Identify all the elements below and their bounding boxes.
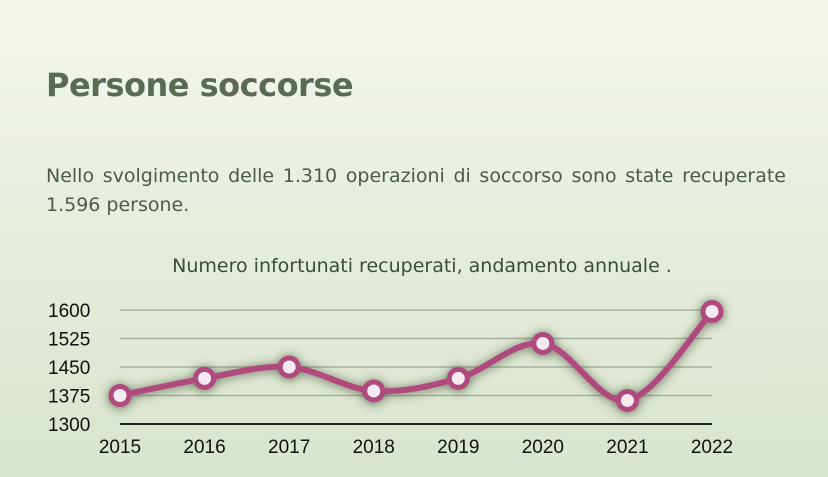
data-point bbox=[193, 366, 217, 390]
y-axis-ticks: 1300 1375 1450 1525 1600 bbox=[48, 301, 90, 436]
y-tick-label: 1450 bbox=[48, 358, 90, 379]
y-tick-label: 1375 bbox=[48, 387, 90, 408]
description-text: Nello svolgimento delle 1.310 operazioni… bbox=[46, 165, 786, 216]
y-tick-label: 1525 bbox=[48, 330, 90, 351]
data-point bbox=[362, 379, 386, 403]
data-point bbox=[446, 366, 470, 390]
y-tick-label: 1300 bbox=[48, 415, 90, 436]
chart-title: Numero infortunati recuperati, andamento… bbox=[172, 255, 672, 277]
x-tick-label: 2016 bbox=[183, 437, 225, 458]
x-tick-label: 2020 bbox=[522, 437, 564, 458]
series-layer bbox=[108, 300, 724, 412]
data-point bbox=[531, 331, 555, 355]
x-axis-ticks: 2015 2016 2017 2018 2019 2020 2021 2022 bbox=[99, 437, 733, 458]
data-point bbox=[700, 300, 724, 324]
y-tick-label: 1600 bbox=[48, 301, 90, 322]
x-tick-label: 2018 bbox=[353, 437, 395, 458]
data-point bbox=[615, 388, 639, 412]
page-title: Persone soccorse bbox=[46, 66, 354, 104]
x-tick-label: 2021 bbox=[606, 437, 648, 458]
x-tick-label: 2022 bbox=[691, 437, 733, 458]
x-tick-label: 2019 bbox=[437, 437, 479, 458]
data-point bbox=[108, 384, 132, 407]
x-tick-label: 2015 bbox=[99, 437, 141, 458]
data-point bbox=[277, 355, 301, 379]
x-tick-label: 2017 bbox=[268, 437, 310, 458]
